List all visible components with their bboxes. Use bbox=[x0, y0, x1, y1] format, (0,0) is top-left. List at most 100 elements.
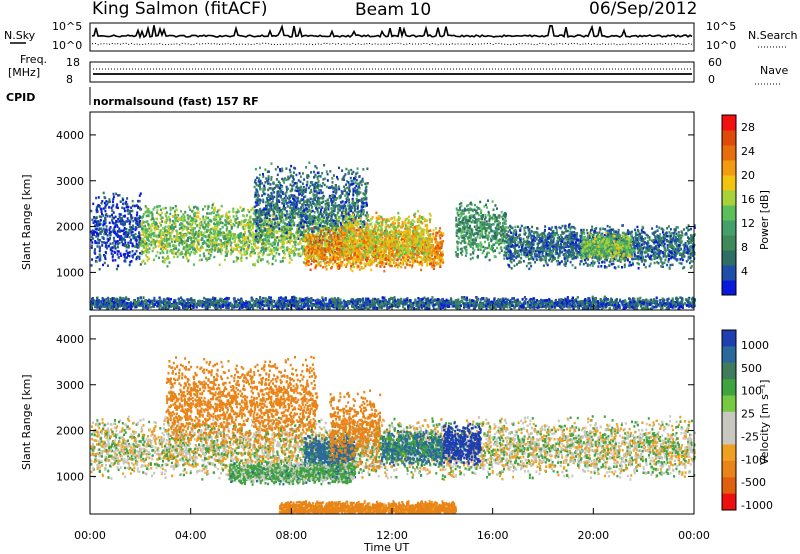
heatmap-cell bbox=[203, 235, 205, 238]
heatmap-cell bbox=[175, 209, 177, 212]
heatmap-cell bbox=[210, 228, 212, 231]
heatmap-cell bbox=[142, 225, 144, 228]
heatmap-cell bbox=[112, 246, 114, 249]
heatmap-cell bbox=[210, 254, 212, 257]
heatmap-cell bbox=[321, 172, 323, 175]
heatmap-cell bbox=[226, 215, 228, 218]
heatmap-cell bbox=[103, 241, 105, 244]
station-title: King Salmon (fitACF) bbox=[92, 0, 268, 19]
heatmap-cell bbox=[231, 246, 233, 249]
heatmap-cell bbox=[167, 232, 169, 235]
heatmap-cell bbox=[93, 222, 95, 225]
heatmap-cell bbox=[213, 222, 215, 225]
heatmap-cell bbox=[214, 231, 216, 234]
heatmap-cell bbox=[277, 166, 279, 169]
heatmap-cell bbox=[116, 203, 118, 206]
heatmap-cell bbox=[115, 193, 117, 196]
heatmap-cell bbox=[284, 207, 286, 210]
heatmap-cell bbox=[207, 239, 209, 242]
heatmap-cell bbox=[205, 216, 207, 219]
heatmap-cell bbox=[113, 231, 115, 234]
heatmap-cell bbox=[165, 248, 167, 251]
heatmap-cell bbox=[178, 244, 180, 247]
heatmap-cell bbox=[251, 236, 253, 239]
heatmap-cell bbox=[281, 215, 283, 218]
heatmap-cell bbox=[263, 245, 265, 248]
heatmap-cell bbox=[97, 220, 99, 223]
heatmap-cell bbox=[334, 202, 336, 205]
heatmap-cell bbox=[92, 234, 94, 237]
heatmap-cell bbox=[182, 243, 184, 246]
heatmap-cell bbox=[98, 224, 100, 227]
heatmap-cell bbox=[147, 210, 149, 213]
heatmap-cell bbox=[123, 207, 125, 210]
heatmap-cell bbox=[286, 213, 288, 216]
heatmap-cell bbox=[300, 234, 302, 237]
heatmap-cell bbox=[277, 249, 279, 252]
heatmap-cell bbox=[172, 215, 174, 218]
heatmap-cell bbox=[202, 215, 204, 218]
heatmap-cell bbox=[138, 232, 140, 235]
heatmap-cell bbox=[246, 214, 248, 217]
heatmap-cell bbox=[182, 240, 184, 243]
heatmap-cell bbox=[128, 213, 130, 216]
heatmap-cell bbox=[225, 238, 227, 241]
heatmap-cell bbox=[248, 219, 250, 222]
heatmap-cell bbox=[350, 177, 352, 180]
heatmap-cell bbox=[109, 215, 111, 218]
heatmap-cell bbox=[122, 203, 124, 206]
heatmap-cell bbox=[192, 233, 194, 236]
heatmap-cell bbox=[354, 181, 356, 184]
heatmap-cell bbox=[159, 252, 161, 255]
heatmap-cell bbox=[169, 261, 171, 264]
heatmap-cell bbox=[262, 258, 264, 261]
heatmap-cell bbox=[101, 200, 103, 203]
heatmap-cell bbox=[138, 226, 140, 229]
heatmap-cell bbox=[175, 205, 177, 208]
power-heatmap-cells bbox=[90, 162, 696, 311]
heatmap-cell bbox=[129, 226, 131, 229]
heatmap-cell bbox=[211, 236, 213, 239]
heatmap-cell bbox=[310, 198, 312, 201]
heatmap-cell bbox=[259, 252, 261, 255]
heatmap-cell bbox=[189, 244, 191, 247]
heatmap-cell bbox=[113, 239, 115, 242]
heatmap-cell bbox=[213, 209, 215, 212]
heatmap-cell bbox=[112, 216, 114, 219]
heatmap-cell bbox=[248, 234, 250, 237]
heatmap-cell bbox=[104, 262, 106, 265]
heatmap-cell bbox=[177, 218, 179, 221]
heatmap-cell bbox=[289, 255, 291, 258]
heatmap-cell bbox=[219, 232, 221, 235]
heatmap-cell bbox=[97, 238, 99, 241]
heatmap-cell bbox=[233, 215, 235, 218]
heatmap-cell bbox=[159, 222, 161, 225]
heatmap-cell bbox=[110, 226, 112, 229]
heatmap-cell bbox=[204, 227, 206, 230]
heatmap-cell bbox=[155, 234, 157, 237]
heatmap-cell bbox=[325, 203, 327, 206]
heatmap-cell bbox=[96, 225, 98, 228]
heatmap-cell bbox=[167, 241, 169, 244]
heatmap-cell bbox=[134, 217, 136, 220]
heatmap-cell bbox=[287, 176, 289, 179]
heatmap-cell bbox=[281, 229, 283, 232]
heatmap-cell bbox=[127, 243, 129, 246]
heatmap-cell bbox=[118, 256, 120, 259]
heatmap-cell bbox=[228, 211, 230, 214]
heatmap-cell bbox=[166, 257, 168, 260]
heatmap-cell bbox=[184, 249, 186, 252]
heatmap-cell bbox=[128, 251, 130, 254]
heatmap-cell bbox=[206, 235, 208, 238]
heatmap-cell bbox=[277, 244, 279, 247]
heatmap-cell bbox=[161, 220, 163, 223]
heatmap-cell bbox=[177, 255, 179, 258]
heatmap-cell bbox=[112, 198, 114, 201]
heatmap-cell bbox=[187, 214, 189, 217]
heatmap-cell bbox=[139, 237, 141, 240]
nsky-trace bbox=[92, 25, 692, 37]
heatmap-cell bbox=[210, 212, 212, 215]
heatmap-cell bbox=[191, 210, 193, 213]
heatmap-cell bbox=[204, 205, 206, 208]
heatmap-cell bbox=[153, 235, 155, 238]
